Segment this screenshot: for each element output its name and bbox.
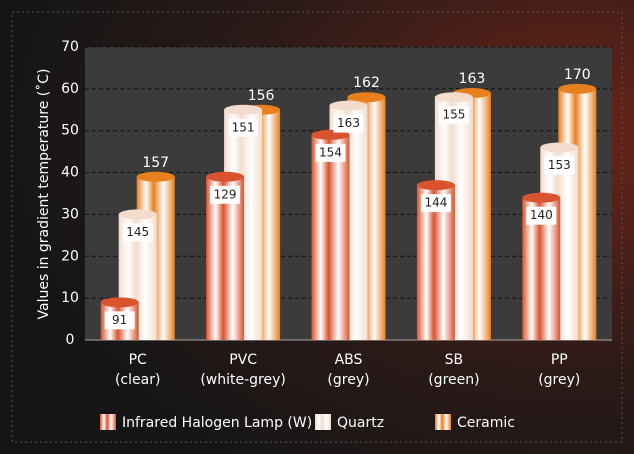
y-tick-label: 50 — [61, 123, 79, 139]
value-label-bg — [210, 185, 241, 204]
x-tick-label: SB — [445, 352, 464, 368]
value-label: 154 — [319, 145, 342, 159]
value-label-bg — [438, 106, 469, 125]
value-label-bg — [544, 156, 575, 175]
bar-top — [224, 104, 263, 115]
value-label: 151 — [232, 120, 255, 134]
value-label-bg — [333, 114, 364, 133]
bar-top — [118, 209, 157, 220]
value-label: 163 — [459, 71, 486, 87]
value-label: 162 — [353, 75, 380, 91]
value-label-bg — [228, 118, 259, 137]
bar-top — [434, 92, 473, 103]
y-tick-label: 40 — [61, 165, 79, 181]
bar-top — [206, 171, 245, 182]
x-tick-label: (white-grey) — [200, 372, 286, 388]
value-label: 153 — [548, 158, 571, 172]
legend-swatch — [100, 414, 116, 430]
y-tick-label: 60 — [61, 81, 79, 97]
value-label-bg — [315, 143, 346, 162]
bar-top — [416, 180, 455, 191]
value-label: 155 — [442, 108, 465, 122]
bar-top — [522, 192, 561, 203]
value-label: 140 — [530, 208, 553, 222]
y-tick-label: 10 — [61, 290, 79, 306]
bar-top — [136, 171, 175, 182]
value-label-bg — [420, 194, 451, 213]
y-tick-label: 30 — [61, 206, 79, 222]
y-axis-label: Values in gradient temperature (˚C) — [35, 69, 52, 320]
value-label: 157 — [142, 155, 169, 171]
bar-top — [558, 83, 597, 94]
x-tick-label: PC — [129, 352, 147, 368]
bar — [206, 176, 245, 340]
value-label: 170 — [564, 67, 591, 83]
legend-label: Ceramic — [457, 415, 515, 431]
x-tick-label: (green) — [428, 372, 479, 388]
y-tick-label: 70 — [61, 39, 79, 55]
x-tick-label: PP — [551, 352, 568, 368]
value-label: 129 — [214, 187, 237, 201]
value-label-bg — [122, 223, 153, 242]
value-label: 156 — [248, 88, 275, 104]
value-label: 163 — [337, 116, 360, 130]
bar-top — [347, 92, 386, 103]
y-tick-label: 20 — [61, 248, 79, 264]
value-label: 91 — [112, 313, 127, 327]
bar-top — [540, 142, 579, 153]
y-tick-label: 0 — [66, 332, 75, 348]
legend-swatch — [315, 414, 331, 430]
x-tick-label: (clear) — [115, 372, 160, 388]
bar-top — [100, 297, 139, 308]
bar-top — [329, 100, 368, 111]
legend-label: Quartz — [337, 415, 384, 431]
x-tick-label: ABS — [335, 352, 363, 368]
value-label-bg — [104, 311, 135, 330]
x-tick-label: (grey) — [538, 372, 580, 388]
value-label: 145 — [126, 225, 149, 239]
frame — [11, 11, 623, 443]
legend-label: Infrared Halogen Lamp (W) — [122, 415, 312, 431]
x-tick-label: PVC — [229, 352, 257, 368]
legend-swatch — [435, 414, 451, 430]
value-label: 144 — [424, 196, 447, 210]
value-label-bg — [526, 206, 557, 225]
bar — [311, 134, 350, 340]
x-tick-label: (grey) — [327, 372, 369, 388]
